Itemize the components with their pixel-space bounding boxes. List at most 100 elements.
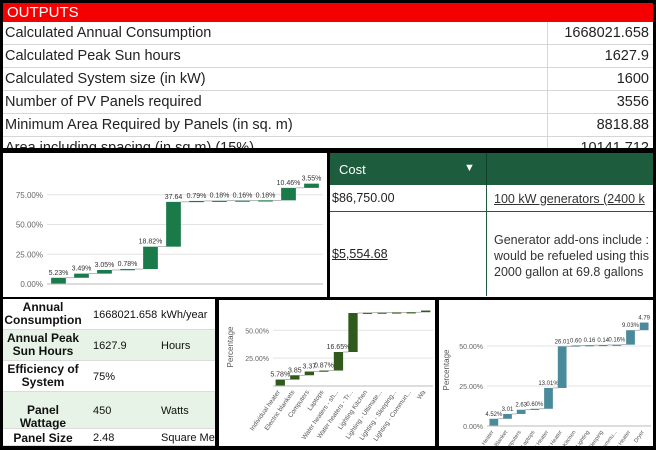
inputs-table: Annual Consumption 1668021.658 kWh/year Ann… [3,299,215,446]
cost-value: $86,750.00 [332,191,395,205]
input-unit: Hours [161,340,191,352]
output-label: Area including spacing (in sq.m) (15%) [5,140,255,148]
data-label: 5.23% [49,270,69,277]
input-label: Annual Consumption [4,300,82,327]
cost-description-line: would be refueled using this [494,249,649,263]
column-divider [547,68,548,90]
data-label: 3.85 [288,367,302,374]
data-label: 0.18% [210,193,230,200]
input-unit: Square Meter [161,432,215,444]
waterfall-bar [189,200,204,203]
input-unit: Watts [161,405,189,417]
data-label: 0.14 [597,338,609,344]
data-label: 4.52% [485,412,503,418]
column-divider [547,45,548,67]
waterfall-bar [166,201,181,247]
y-tick-label: 50.00% [245,328,269,335]
outputs-rows: Calculated Annual Consumption 1668021.658… [3,22,653,148]
input-row: Efficiency of System 75% [3,361,215,392]
cost-value-link[interactable]: $5,554.68 [332,247,388,261]
column-divider [486,153,487,185]
output-value: 3556 [616,94,649,110]
data-label: 3.55% [302,176,322,183]
input-value[interactable]: 450 [93,405,112,417]
output-label: Minimum Area Required by Panels (in sq. … [5,117,293,133]
waterfall-bar [612,344,622,346]
output-value: 1668021.658 [564,25,649,41]
chart-1-svg: 0.00%25.00%50.00%75.00%5.23%3.49%3.05% 0.… [16,176,323,289]
waterfall-chart-3: 0.00% 25.00% 50.00% Percentage 4.52% Heater 3.… [439,300,653,446]
input-label: Panel Wattage [19,403,67,430]
outputs-table: OUTPUTS Calculated Annual Consumption 166… [3,3,653,148]
input-value[interactable]: 1627.9 [93,340,127,352]
y-tick-label: 50.00% [459,344,483,351]
data-label: 9.03% [622,323,640,329]
output-row: Minimum Area Required by Panels (in sq. … [3,114,653,137]
output-value: 1600 [616,71,649,87]
waterfall-bar [516,409,526,414]
waterfall-bar [571,345,581,347]
input-row: Panel Size 2.48 Square Meter [3,429,215,446]
waterfall-bar [544,387,553,409]
output-value: 1627.9 [604,48,649,64]
input-row: Annual Peak Sun Hours 1627.9 Hours [3,330,215,361]
output-row: Calculated System size (in kW) 1600 [3,68,653,91]
waterfall-bar [333,351,344,371]
waterfall-bar [143,246,158,270]
y-tick-label: 25.00% [459,384,483,391]
waterfall-chart-2: 25.00% 50.00% Percentage 5.78% Individual he… [219,300,435,446]
waterfall-bar [275,379,285,386]
data-label: 3.49% [72,266,92,273]
waterfall-bar [74,273,89,278]
data-label: 2.63 [515,403,527,409]
column-divider [486,212,487,296]
x-tick-label: Kitchen [562,430,577,446]
y-axis-label: Percentage [226,326,235,367]
data-label: 3.05% [95,262,115,269]
waterfall-bar [304,183,319,188]
input-value[interactable]: 2.48 [93,432,115,444]
input-row: Panel Wattage 450 Watts [3,392,215,430]
y-tick-label: 50.00% [16,221,43,230]
y-tick-label: 25.00% [245,356,269,363]
input-label: Panel Size [13,431,73,445]
waterfall-bar [391,312,402,314]
output-value: 10141.712 [580,140,649,148]
waterfall-bar [530,408,540,410]
waterfall-chart-1: 0.00% 25.00% 50.00% 75.00% 5.23% 3.49% 3.05% 0.… [3,153,327,297]
column-divider [486,185,487,211]
waterfall-bar [97,269,112,274]
cost-description-line: 2000 gallon at 69.8 gallons [494,265,644,279]
output-label: Number of PV Panels required [5,94,202,110]
waterfall-bar [598,344,608,347]
data-label: 37.64 [165,194,183,201]
y-tick-label: 25.00% [16,250,43,259]
column-divider [547,91,548,113]
inputs-rows: Annual Consumption 1668021.658 kWh/year Ann… [3,299,215,446]
waterfall-bar [406,312,416,314]
x-tick-label: Dryer [633,430,646,445]
waterfall-bar [377,312,387,314]
data-label: 0.87% [314,363,334,370]
output-row: Calculated Annual Consumption 1668021.658 [3,22,653,45]
waterfall-bar [258,200,273,202]
waterfall-bar [489,418,499,426]
input-value[interactable]: 75% [93,371,116,383]
waterfall-bar [304,371,315,376]
waterfall-bar [319,370,329,372]
data-label: 13.01% [538,381,559,387]
cost-row: $86,750.00 100 kW generators (2400 k [330,185,653,212]
y-tick-label: 0.00% [463,424,483,431]
input-value[interactable]: 1668021.658 [93,309,158,321]
chevron-down-icon[interactable]: ▼ [464,162,475,174]
waterfall-bar [51,277,66,284]
input-label: Efficiency of System [7,362,79,389]
generator-link[interactable]: 100 kW generators (2400 k [494,192,645,206]
waterfall-bar [503,413,512,419]
cost-description-line: Generator add-ons include : [494,233,649,247]
waterfall-bar [421,310,431,313]
output-label: Calculated System size (in kW) [5,71,206,87]
data-label: 10.46% [277,180,301,187]
waterfall-bar [348,312,358,352]
